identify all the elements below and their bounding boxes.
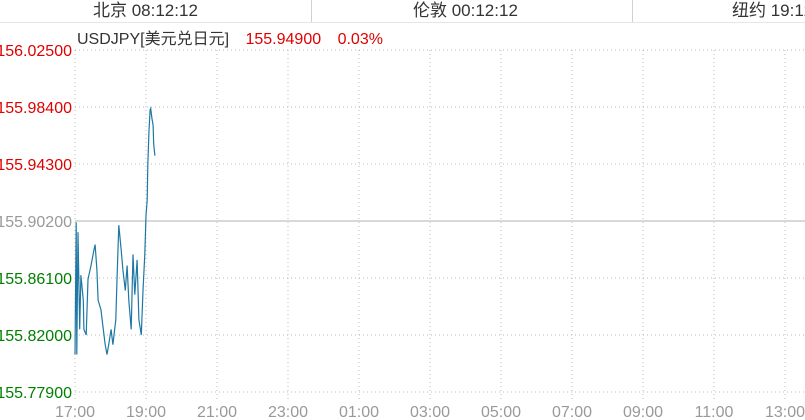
clock-london: 伦敦 00:12:12 xyxy=(413,1,518,20)
world-clock-bar: 北京 08:12:12 伦敦 00:12:12 纽约 19:12:12 xyxy=(0,0,805,23)
x-tick-label: 01:00 xyxy=(339,404,379,420)
x-tick-label: 09:00 xyxy=(623,404,663,420)
clock-newyork: 纽约 19:12:12 xyxy=(732,1,805,20)
x-tick-label: 19:00 xyxy=(126,404,166,420)
x-tick-label: 21:00 xyxy=(197,404,237,420)
y-tick-label: 155.94300 xyxy=(0,157,72,174)
divider xyxy=(632,0,633,22)
y-tick-label: 156.02500 xyxy=(0,43,72,60)
x-tick-label: 13:00 xyxy=(765,404,805,420)
last-price: 155.94900 xyxy=(245,31,322,48)
x-tick-label: 11:00 xyxy=(695,404,734,420)
x-tick-label: 17:00 xyxy=(55,404,95,420)
x-tick-label: 05:00 xyxy=(481,404,521,420)
y-tick-label: 155.77900 xyxy=(0,385,72,402)
symbol-name: USDJPY[美元兑日元] xyxy=(77,31,230,48)
x-tick-label: 23:00 xyxy=(268,404,308,420)
x-tick-label: 07:00 xyxy=(552,404,592,420)
y-tick-label: 155.98400 xyxy=(0,100,72,117)
price-line xyxy=(74,106,156,355)
quote-title: USDJPY[美元兑日元] 155.94900 0.03% xyxy=(77,25,395,49)
divider xyxy=(311,0,312,22)
y-tick-label: 155.82000 xyxy=(0,328,72,345)
change-percent: 0.03% xyxy=(337,31,383,48)
y-tick-label: 155.86100 xyxy=(0,271,72,288)
clock-beijing: 北京 08:12:12 xyxy=(93,1,198,20)
y-tick-label: 155.90200 xyxy=(0,214,72,231)
x-tick-label: 03:00 xyxy=(410,404,450,420)
